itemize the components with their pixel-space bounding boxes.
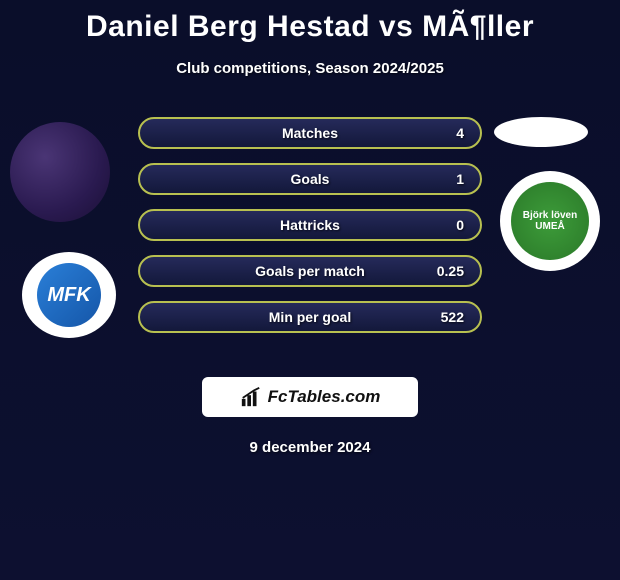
player-right-photo [494, 117, 588, 147]
stat-row-matches: Matches 4 [138, 117, 482, 149]
stat-value: 522 [441, 309, 464, 325]
stat-rows: Matches 4 Goals 1 Hattricks 0 Goals per … [138, 117, 482, 333]
stats-area: MFK Björk löven UMEÅ Matches 4 Goals 1 H… [0, 117, 620, 357]
stat-row-goals: Goals 1 [138, 163, 482, 195]
bars-icon [240, 386, 262, 408]
club-right-badge: Björk löven UMEÅ [500, 171, 600, 271]
stat-row-hattricks: Hattricks 0 [138, 209, 482, 241]
stat-value: 4 [456, 125, 464, 141]
stat-value: 0.25 [437, 263, 464, 279]
stat-row-min-per-goal: Min per goal 522 [138, 301, 482, 333]
watermark-badge: FcTables.com [202, 377, 418, 417]
club-left-logo: MFK [37, 263, 101, 327]
stat-label: Min per goal [269, 309, 351, 325]
page-title: Daniel Berg Hestad vs MÃ¶ller [0, 0, 620, 44]
stat-label: Goals [291, 171, 330, 187]
stat-label: Goals per match [255, 263, 365, 279]
stat-value: 0 [456, 217, 464, 233]
stat-row-goals-per-match: Goals per match 0.25 [138, 255, 482, 287]
stat-label: Hattricks [280, 217, 340, 233]
club-right-logo: Björk löven UMEÅ [511, 182, 589, 260]
footer-date: 9 december 2024 [0, 439, 620, 456]
stat-label: Matches [282, 125, 338, 141]
club-left-badge: MFK [22, 252, 116, 338]
watermark-text: FcTables.com [268, 387, 381, 407]
stat-value: 1 [456, 171, 464, 187]
page-subtitle: Club competitions, Season 2024/2025 [0, 60, 620, 77]
player-left-photo [10, 122, 110, 222]
